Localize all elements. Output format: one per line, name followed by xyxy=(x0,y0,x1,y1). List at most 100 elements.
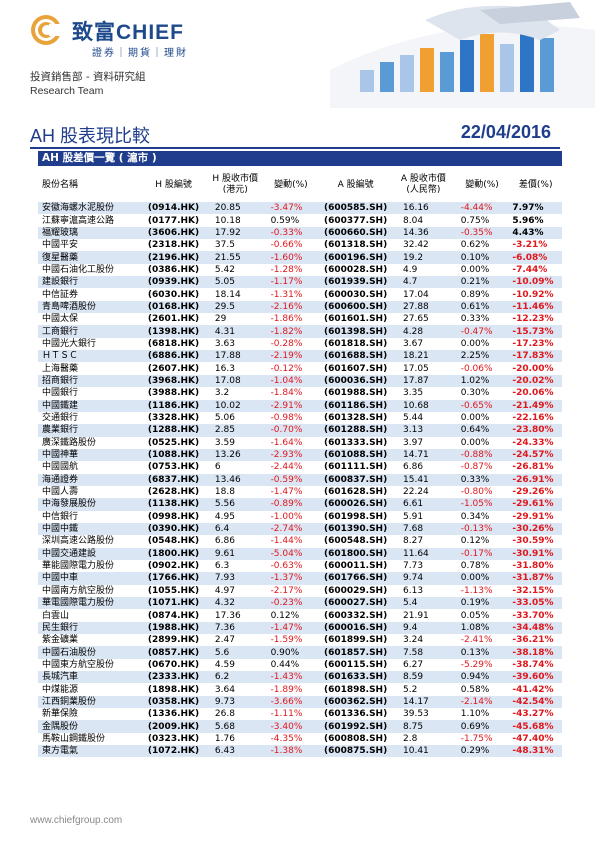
col-a-close: A 股收市價 (人民幣) xyxy=(400,174,446,195)
cell-h-close: 10.02 xyxy=(214,400,241,411)
table-row: 民生銀行 (1988.HK) 7.36 -1.47% (600016.SH) 9.4 1.0… xyxy=(38,621,562,635)
cell-stock-name: 中國光大銀行 xyxy=(42,338,97,349)
cell-a-code: (600030.SH) xyxy=(323,289,388,300)
cell-h-change: -2.91% xyxy=(270,400,303,411)
cell-a-code: (601988.SH) xyxy=(323,388,388,399)
cell-premium: -29.26% xyxy=(512,487,554,498)
cell-a-code: (600115.SH) xyxy=(323,659,388,670)
cell-a-code: (600036.SH) xyxy=(323,375,388,386)
cell-h-change: -1.31% xyxy=(270,289,303,300)
cell-h-close: 4.59 xyxy=(214,659,235,670)
cell-a-code: (601818.SH) xyxy=(323,338,388,349)
cell-stock-name: 廣深鐵路股份 xyxy=(42,437,97,448)
cell-stock-name: 白雲山 xyxy=(42,610,70,621)
table-row: 華能國際電力股份 (0902.HK) 6.3 -0.63% (600011.SH) 7.7… xyxy=(38,560,562,572)
cell-h-code: (2607.HK) xyxy=(147,363,200,374)
cell-h-code: (0548.HK) xyxy=(147,536,200,547)
cell-h-code: (6886.HK) xyxy=(147,351,200,362)
cell-a-code: (601398.SH) xyxy=(323,326,388,337)
cell-h-change: -1.43% xyxy=(270,672,303,683)
cell-premium: -20.00% xyxy=(512,363,554,374)
cell-a-close: 3.67 xyxy=(403,338,424,349)
table-row: 江西銅業股份 (0358.HK) 9.73 -3.66% (600362.SH) 14.1… xyxy=(38,695,562,709)
cell-h-code: (0939.HK) xyxy=(147,277,200,288)
cell-premium: 7.97% xyxy=(512,203,544,214)
cell-a-close: 16.16 xyxy=(403,203,429,214)
cell-h-change: -0.63% xyxy=(270,561,303,572)
cell-a-code: (601336.SH) xyxy=(323,709,388,720)
cell-a-close: 18.21 xyxy=(403,351,429,362)
cell-a-close: 14.71 xyxy=(403,450,429,461)
cell-h-close: 6.4 xyxy=(214,524,230,535)
table-row: 中國銀行 (3988.HK) 3.2 -1.84% (601988.SH) 3.35 0.3… xyxy=(38,387,562,399)
cell-h-code: (1800.HK) xyxy=(147,548,200,559)
cell-h-code: (1398.HK) xyxy=(147,326,200,337)
cell-a-change: 0.10% xyxy=(460,252,490,263)
cell-stock-name: 中海發展股份 xyxy=(42,499,97,510)
cell-premium: -32.15% xyxy=(512,585,554,596)
cell-a-change: 0.34% xyxy=(460,511,490,522)
brand-subtitle: 證券｜期貨｜理財 xyxy=(92,48,188,59)
cell-a-close: 9.4 xyxy=(403,622,418,633)
cell-a-code: (601318.SH) xyxy=(323,240,388,251)
cell-h-close: 26.8 xyxy=(214,709,235,720)
col-stock-name: 股份名稱 xyxy=(42,179,79,190)
cell-premium: -24.57% xyxy=(512,450,554,461)
cell-premium: -7.44% xyxy=(512,264,548,275)
cell-h-change: -1.37% xyxy=(270,573,303,584)
cell-h-close: 5.42 xyxy=(214,264,235,275)
report-header: 致富CHIEF 證券｜期貨｜理財 投資銷售部 - 資料研究組 Research … xyxy=(0,0,595,110)
cell-h-code: (3968.HK) xyxy=(147,375,200,386)
cell-a-change: 2.25% xyxy=(460,351,490,362)
chief-logo-icon xyxy=(31,15,62,45)
cell-a-code: (600016.SH) xyxy=(323,622,388,633)
cell-premium: -29.91% xyxy=(512,511,554,522)
cell-stock-name: 海通證券 xyxy=(42,474,79,485)
cell-h-code: (2628.HK) xyxy=(147,487,200,498)
cell-h-code: (0358.HK) xyxy=(147,696,200,707)
cell-stock-name: 中煤能源 xyxy=(42,684,79,695)
brand-name: 致富CHIEF xyxy=(72,16,184,46)
cell-a-change: -0.65% xyxy=(460,400,493,411)
cell-h-close: 18.8 xyxy=(214,487,235,498)
cell-premium: -45.68% xyxy=(512,721,554,732)
cell-a-change: 0.30% xyxy=(460,388,490,399)
cell-premium: -6.08% xyxy=(512,252,548,263)
cell-stock-name: 中國石油股份 xyxy=(42,647,97,658)
cell-h-code: (3328.HK) xyxy=(147,413,200,424)
cell-a-close: 15.41 xyxy=(403,474,429,485)
cell-a-code: (600548.SH) xyxy=(323,536,388,547)
cell-a-close: 5.2 xyxy=(403,684,418,695)
cell-stock-name: 江蘇寧滬高速公路 xyxy=(42,215,115,226)
cell-a-code: (601111.SH) xyxy=(323,462,388,473)
cell-a-close: 21.91 xyxy=(403,610,429,621)
table-row: 中國東方航空股份 (0670.HK) 4.59 0.44% (600115.SH) 6.2… xyxy=(38,659,562,671)
cell-h-change: -4.35% xyxy=(270,733,303,744)
cell-premium: -17.83% xyxy=(512,351,554,362)
cell-a-close: 27.88 xyxy=(403,301,429,312)
footer-url[interactable]: www.chiefgroup.com xyxy=(30,815,123,826)
table-row: 福耀玻璃 (3606.HK) 17.92 -0.33% (600660.SH) 14.36… xyxy=(38,226,562,240)
table-row: 中海發展股份 (1138.HK) 5.56 -0.89% (600026.SH) 6.61… xyxy=(38,498,562,511)
cell-h-code: (1766.HK) xyxy=(147,573,200,584)
cell-a-change: -0.88% xyxy=(460,450,493,461)
cell-h-close: 5.05 xyxy=(214,277,235,288)
cell-premium: -22.16% xyxy=(512,413,554,424)
cell-premium: -33.70% xyxy=(512,610,554,621)
col-a-change: 變動(%) xyxy=(465,179,499,190)
cell-a-change: -2.41% xyxy=(460,635,493,646)
cell-h-code: (1071.HK) xyxy=(147,598,200,609)
cell-a-code: (601766.SH) xyxy=(323,573,388,584)
cell-a-close: 5.44 xyxy=(403,413,424,424)
cell-premium: -12.23% xyxy=(512,314,554,325)
cell-a-close: 3.97 xyxy=(403,437,424,448)
cell-a-code: (601688.SH) xyxy=(323,351,388,362)
col-h-change: 變動(%) xyxy=(274,179,308,190)
cell-premium: -11.46% xyxy=(512,301,554,312)
table-row: 上海醫藥 (2607.HK) 16.3 -0.12% (601607.SH) 17.05 -… xyxy=(38,362,562,374)
cell-a-close: 4.9 xyxy=(403,264,418,275)
cell-h-change: 0.90% xyxy=(270,647,300,658)
cell-premium: -29.61% xyxy=(512,499,554,510)
cell-h-change: -2.74% xyxy=(270,524,303,535)
cell-h-code: (6030.HK) xyxy=(147,289,200,300)
